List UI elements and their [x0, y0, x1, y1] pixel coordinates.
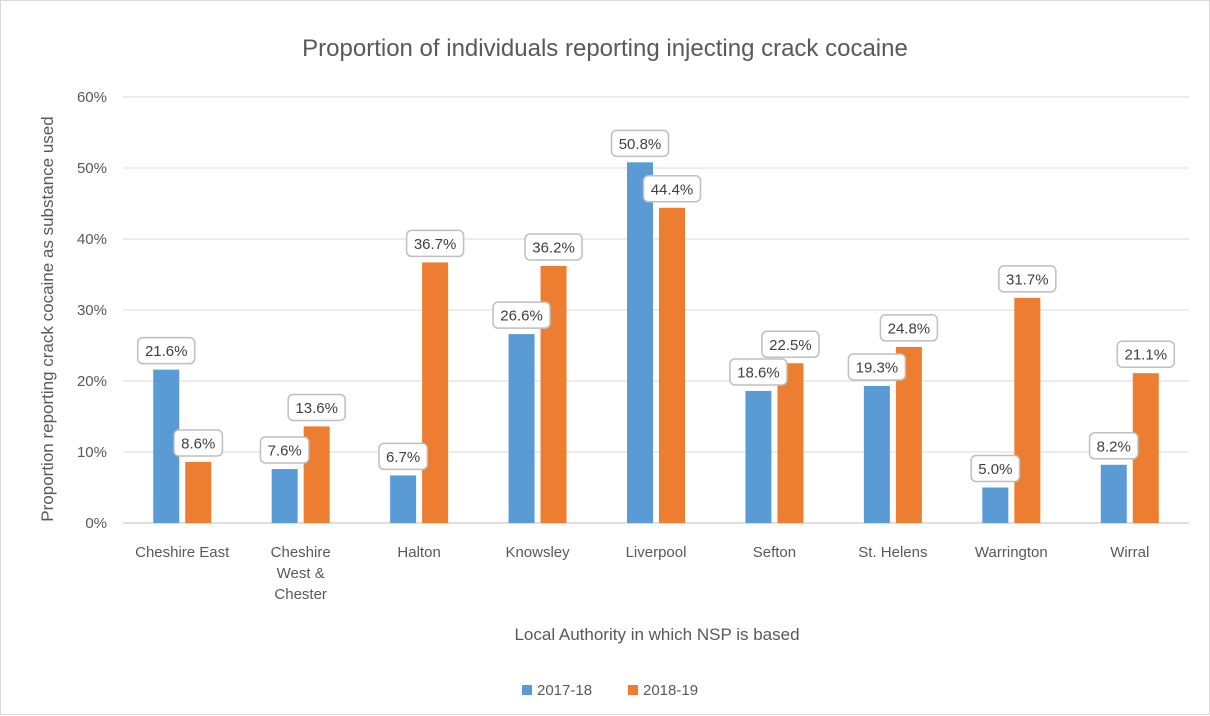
bar-2017-18	[863, 385, 890, 523]
data-label: 50.8%	[610, 129, 670, 158]
y-tick-label: 50%	[77, 160, 107, 177]
data-label-box	[259, 436, 310, 464]
data-label-box	[847, 353, 907, 381]
bar-2017-18	[390, 475, 417, 523]
x-category-label: Wirral	[1110, 544, 1149, 561]
x-category-label: Sefton	[753, 544, 796, 561]
data-label: 8.6%	[173, 429, 224, 457]
data-label: 24.8%	[879, 314, 939, 342]
bar-2018-19	[659, 207, 685, 523]
bar-2017-18	[271, 469, 298, 523]
data-label-text: 22.5%	[769, 337, 812, 354]
data-label: 21.6%	[136, 336, 196, 365]
x-category-label: Cheshire East	[135, 544, 230, 561]
data-label-text: 8.6%	[181, 435, 215, 452]
data-label: 31.7%	[998, 265, 1057, 293]
legend-swatch	[522, 685, 532, 695]
data-label-box	[879, 314, 939, 342]
data-label-text: 7.6%	[268, 443, 302, 460]
data-label-text: 36.7%	[414, 236, 457, 253]
y-tick-label: 40%	[77, 231, 107, 248]
bar-2017-18	[508, 334, 535, 523]
data-label-box	[761, 330, 820, 358]
data-label-text: 31.7%	[1006, 271, 1049, 288]
data-label: 8.2%	[1088, 432, 1139, 460]
y-axis-ticks: 0% 10% 20% 30% 40% 50% 60%	[77, 89, 107, 532]
legend: 2017-18 2018-19	[522, 682, 698, 699]
data-label-box	[173, 429, 224, 457]
bar-2017-18	[982, 487, 1009, 523]
data-labels: 21.6% 8.6% 7.6% 13.6% 6.7% 36.7% 26.6% 36.2% 50.…	[136, 129, 1176, 483]
legend-label: 2018-19	[643, 682, 698, 699]
y-tick-label: 10%	[77, 444, 107, 461]
bar-2017-18	[1100, 464, 1127, 523]
x-axis-categories: Cheshire East Cheshire West & Chester Halton…	[135, 544, 1149, 603]
data-label-text: 13.6%	[295, 400, 338, 417]
bar-2018-19	[422, 262, 449, 523]
data-label-text: 21.1%	[1125, 347, 1168, 364]
data-label: 36.2%	[524, 233, 583, 261]
data-label-box	[378, 442, 429, 471]
data-label-text: 36.2%	[532, 239, 575, 256]
data-label-text: 44.4%	[651, 181, 694, 198]
y-tick-label: 60%	[77, 89, 107, 106]
data-label-text: 6.7%	[386, 449, 420, 466]
data-label-text: 21.6%	[145, 343, 188, 360]
data-label-text: 18.6%	[737, 364, 780, 381]
y-tick-label: 0%	[85, 515, 107, 532]
bar-2017-18	[627, 162, 653, 523]
data-label-box	[405, 229, 465, 258]
x-category-label: Halton	[397, 544, 440, 561]
bar-2017-18	[745, 390, 772, 523]
data-label-box	[970, 454, 1021, 483]
data-label-box	[524, 233, 583, 261]
bars	[153, 162, 1159, 523]
data-label-text: 8.2%	[1097, 438, 1131, 455]
legend-swatch	[628, 685, 638, 695]
data-label-text: 50.8%	[619, 136, 662, 153]
data-label-box	[729, 358, 788, 386]
x-category-label: Cheshire West & Chester	[271, 544, 331, 603]
x-axis-title: Local Authority in which NSP is based	[514, 625, 799, 644]
x-category-label: Warrington	[975, 544, 1048, 561]
data-label-box	[1088, 432, 1139, 460]
data-label-text: 26.6%	[500, 308, 543, 325]
chart-title: Proportion of individuals reporting inje…	[302, 35, 908, 62]
data-label-text: 24.8%	[888, 320, 931, 337]
bar-2018-19	[1014, 297, 1041, 523]
data-label: 19.3%	[847, 353, 907, 381]
data-label-box	[492, 301, 551, 329]
data-label: 6.7%	[378, 442, 429, 471]
data-label-box	[998, 265, 1057, 293]
y-axis-title: Proportion reporting crack cocaine as su…	[38, 116, 57, 521]
data-label: 36.7%	[405, 229, 465, 258]
data-label-box	[136, 336, 196, 365]
x-category-label: St. Helens	[858, 544, 927, 561]
bar-2018-19	[777, 363, 804, 523]
x-category-label: Liverpool	[626, 544, 687, 561]
data-label: 18.6%	[729, 358, 788, 386]
data-label: 7.6%	[259, 436, 310, 464]
data-label: 26.6%	[492, 301, 551, 329]
y-tick-label: 20%	[77, 373, 107, 390]
legend-label: 2017-18	[537, 682, 592, 699]
data-label: 21.1%	[1116, 340, 1176, 368]
data-label-box	[642, 175, 702, 203]
data-label: 5.0%	[970, 454, 1021, 483]
data-label-text: 19.3%	[856, 359, 899, 376]
y-tick-label: 30%	[77, 302, 107, 319]
data-label-box	[287, 393, 346, 422]
bar-2018-19	[185, 461, 212, 523]
data-label: 44.4%	[642, 175, 702, 203]
data-label-text: 5.0%	[978, 461, 1012, 478]
data-label: 13.6%	[287, 393, 346, 422]
data-label-box	[610, 129, 670, 158]
x-category-label: Knowsley	[505, 544, 570, 561]
data-label-box	[1116, 340, 1176, 368]
data-label: 22.5%	[761, 330, 820, 358]
